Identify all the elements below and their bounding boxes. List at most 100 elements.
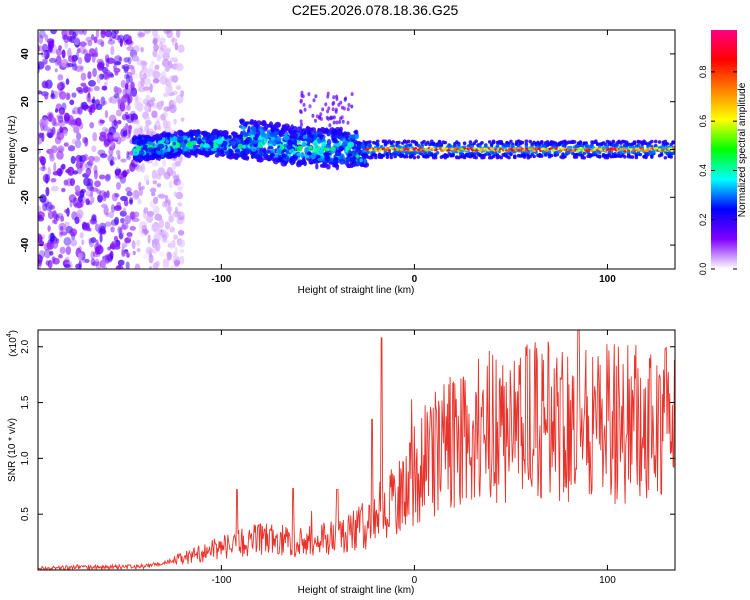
spectrogram-band-blob — [389, 155, 394, 160]
spectrogram-noise-blob — [153, 205, 160, 214]
spectrogram-streak-blob — [331, 107, 335, 112]
spectrogram-noise-blob — [103, 205, 109, 216]
spectrogram-band-blob — [210, 147, 218, 152]
spectrogram-core-blob — [594, 146, 598, 150]
spectrogram-noise-blob — [151, 192, 156, 197]
spectrogram-noise-blob — [117, 97, 122, 107]
spectrogram-noise-blob — [80, 72, 87, 81]
spectrogram-noise-blob — [90, 237, 97, 244]
spectrogram-band-blob — [350, 163, 354, 169]
spectrogram-noise-blob — [162, 51, 170, 61]
spectrogram-band-blob — [359, 163, 364, 168]
spectrogram-streak-blob — [301, 94, 305, 99]
spectrogram-noise-blob — [84, 53, 91, 63]
spectrogram-noise-blob — [162, 118, 168, 129]
spectrogram-band-blob — [321, 141, 327, 147]
spectrogram-band-blob — [532, 154, 536, 159]
spectrogram-noise-blob — [117, 119, 122, 125]
spectrogram-noise-blob — [175, 30, 181, 39]
spectrogram-band-blob — [265, 154, 272, 159]
spectrogram-band-blob — [301, 141, 307, 148]
spectrogram-noise-blob — [152, 180, 158, 185]
spectrogram-noise-blob — [78, 122, 84, 130]
x-tick-label: 100 — [599, 274, 616, 285]
scale-exp: 4 — [6, 333, 13, 337]
spectrogram-band-blob — [269, 132, 277, 138]
spectrogram-noise-blob — [98, 222, 107, 231]
spectrogram-band-blob — [262, 147, 267, 154]
spectrogram-noise-blob — [178, 239, 186, 248]
spectrogram-core-blob — [511, 149, 515, 152]
spectrogram-noise-blob — [58, 222, 67, 232]
spectrogram-noise-blob — [162, 159, 167, 168]
spectrogram-noise-blob — [179, 215, 185, 221]
spectrogram-band-blob — [132, 154, 138, 161]
spectrogram-noise-blob — [158, 51, 163, 60]
spectrogram-noise-blob — [113, 55, 122, 65]
spectrogram-band-blob — [246, 148, 251, 155]
spectrogram-band-blob — [370, 155, 374, 160]
spectrogram-streak-blob — [350, 104, 354, 109]
spectrogram-band-blob — [154, 136, 158, 141]
spectrogram-band-blob — [132, 148, 140, 153]
spectrogram-noise-blob — [94, 52, 99, 58]
spectrogram-band-blob — [224, 151, 231, 156]
spectrogram-noise-blob — [94, 223, 100, 232]
spectrogram-band-blob — [189, 131, 194, 139]
spectrogram-band-blob — [333, 159, 340, 165]
spectrogram-band-blob — [406, 139, 411, 144]
spectrogram-core-blob — [520, 147, 524, 150]
spectrogram-noise-blob — [123, 199, 129, 207]
spectrogram-band-blob — [283, 135, 290, 141]
spectrogram-band-blob — [319, 135, 323, 140]
spectrogram-noise-blob — [174, 160, 181, 167]
spectrogram-band-blob — [171, 136, 179, 141]
spectrogram-noise-blob — [173, 59, 179, 65]
spectrogram-noise-blob — [59, 126, 63, 133]
spectrogram-noise-blob — [144, 124, 150, 133]
spectrogram-noise-blob — [76, 48, 81, 54]
spectrogram-noise-blob — [63, 263, 71, 269]
spectrogram-band-blob — [296, 152, 303, 157]
spectrogram-band-blob — [375, 143, 380, 147]
spectrogram-band-blob — [286, 144, 293, 150]
spectrogram-noise-blob — [113, 67, 121, 73]
colorbar-tick-label: 0.4 — [698, 164, 708, 177]
spectrogram-band-blob — [414, 141, 419, 145]
spectrogram-noise-blob — [43, 60, 48, 65]
spectrogram-band-blob — [324, 154, 331, 162]
y-tick-label: 20 — [20, 96, 31, 108]
spectrogram-noise-blob — [173, 118, 177, 125]
spectrogram-noise-blob — [69, 228, 78, 237]
spectrogram-noise-blob — [115, 149, 121, 155]
spectrogram-noise-blob — [164, 112, 169, 117]
spectrogram-noise-blob — [172, 210, 181, 218]
spectrogram-streak-blob — [350, 92, 354, 97]
spectrogram-band-blob — [173, 147, 178, 153]
spectrogram-noise-blob — [95, 99, 101, 106]
spectrogram-noise-blob — [57, 254, 63, 259]
spectrogram-core-blob — [418, 147, 422, 150]
spectrogram-band-blob — [491, 140, 496, 145]
x-tick-label: -100 — [211, 575, 231, 586]
spectrogram-noise-blob — [160, 71, 167, 78]
spectrogram-noise-blob — [65, 78, 70, 85]
spectrogram-noise-blob — [68, 194, 77, 203]
spectrogram-noise-blob — [144, 68, 151, 78]
spectrogram-noise-blob — [153, 43, 159, 52]
spectrogram-band-blob — [146, 138, 154, 142]
spectrogram-noise-blob — [122, 130, 128, 137]
spectrogram-band-blob — [453, 143, 457, 147]
spectrogram-noise-blob — [126, 40, 134, 46]
spectrogram-noise-blob — [94, 246, 100, 255]
spectrogram-band-blob — [240, 154, 248, 160]
spectrogram-band-blob — [306, 138, 312, 144]
spectrogram-noise-blob — [140, 60, 148, 66]
spectrogram-noise-blob — [68, 30, 75, 36]
spectrogram-noise-blob — [91, 98, 96, 104]
spectrogram-noise-blob — [107, 154, 115, 163]
spectrogram-streak-blob — [335, 96, 339, 101]
spectrogram-noise-blob — [164, 48, 171, 54]
spectrogram-band-blob — [355, 154, 360, 159]
spectrogram-noise-blob — [38, 44, 41, 54]
